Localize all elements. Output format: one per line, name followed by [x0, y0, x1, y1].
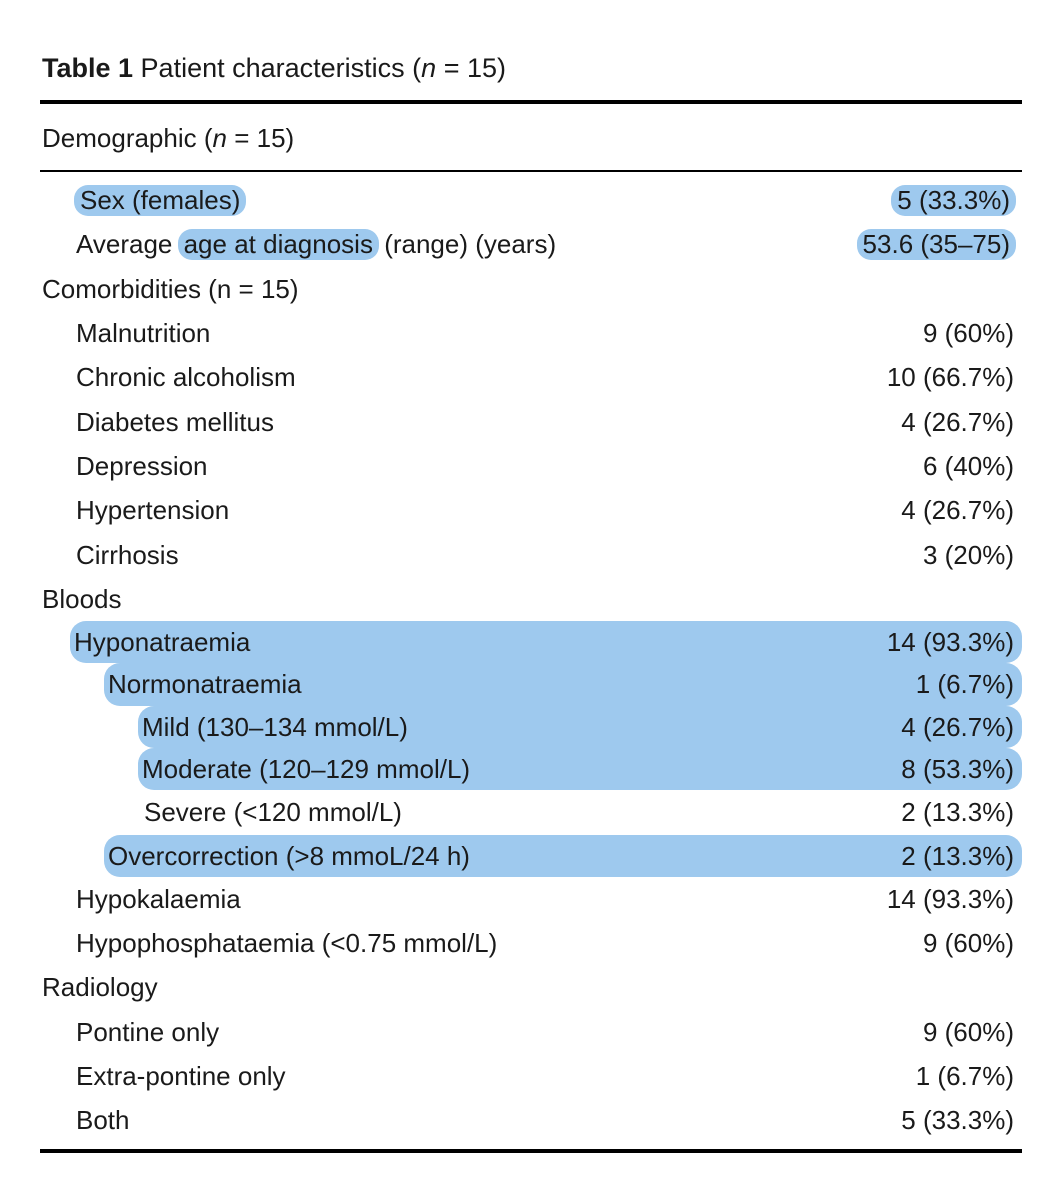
comorbidities-plain: (: [201, 274, 217, 304]
row-hypertension: Hypertension 4 (26.7%): [40, 488, 1022, 532]
comorbidities-label: Comorbidities (n = 15): [42, 269, 1014, 309]
row-moderate: Moderate (120–129 mmol/L) 8 (53.3%): [138, 748, 1022, 790]
row-depression: Depression 6 (40%): [40, 444, 1022, 488]
value-mild: 4 (26.7%): [901, 707, 1014, 747]
demographic-n-rest: = 15): [227, 123, 294, 153]
label-moderate: Moderate (120–129 mmol/L): [142, 749, 901, 789]
highlight-sex-females: Sex (females): [74, 185, 246, 216]
label-pontine: Pontine only: [42, 1012, 923, 1052]
title-n-italic: n: [421, 53, 436, 83]
avg-age-pre: Average: [76, 229, 180, 259]
avg-age-post: (range) (years): [377, 229, 556, 259]
row-cirrhosis: Cirrhosis 3 (20%): [40, 533, 1022, 577]
label-depression: Depression: [42, 446, 923, 486]
label-normonatraemia: Normonatraemia: [108, 664, 916, 704]
value-malnutrition: 9 (60%): [923, 313, 1014, 353]
comorbidities-n-italic: n: [217, 274, 231, 304]
highlight-avg-age-mid: age at diagnosis: [178, 229, 379, 260]
label-malnutrition: Malnutrition: [42, 313, 923, 353]
row-normonatraemia: Normonatraemia 1 (6.7%): [104, 663, 1022, 705]
label-hypertension: Hypertension: [42, 490, 901, 530]
bloods-label: Bloods: [42, 579, 1014, 619]
label-hypokalaemia: Hypokalaemia: [42, 879, 887, 919]
row-both: Both 5 (33.3%): [40, 1098, 1022, 1142]
section-header-bloods: Bloods: [40, 577, 1022, 621]
label-mild: Mild (130–134 mmol/L): [142, 707, 901, 747]
label-sex-females: Sex (females): [42, 180, 893, 220]
row-chronic-alcoholism: Chronic alcoholism 10 (66.7%): [40, 355, 1022, 399]
label-overcorrection: Overcorrection (>8 mmoL/24 h): [108, 836, 901, 876]
highlight-avg-age-value: 53.6 (35–75): [857, 229, 1016, 260]
section-header-demographic: Demographic (n = 15): [40, 104, 1022, 170]
value-normonatraemia: 1 (6.7%): [916, 664, 1014, 704]
title-n-rest: = 15): [436, 53, 506, 83]
row-severe: Severe (<120 mmol/L) 2 (13.3%): [40, 790, 1022, 834]
value-both: 5 (33.3%): [901, 1100, 1014, 1140]
value-hypophosphataemia: 9 (60%): [923, 923, 1014, 963]
comorbidities-bold: Comorbidities: [42, 274, 201, 304]
value-chronic-alcoholism: 10 (66.7%): [887, 357, 1014, 397]
value-sex-females: 5 (33.3%): [893, 180, 1014, 220]
demographic-n-italic: n: [213, 123, 227, 153]
value-moderate: 8 (53.3%): [901, 749, 1014, 789]
row-diabetes: Diabetes mellitus 4 (26.7%): [40, 400, 1022, 444]
value-cirrhosis: 3 (20%): [923, 535, 1014, 575]
table-number: Table 1: [42, 53, 133, 83]
value-diabetes: 4 (26.7%): [901, 402, 1014, 442]
row-hyponatraemia: Hyponatraemia 14 (93.3%): [70, 621, 1022, 663]
row-hypophosphataemia: Hypophosphataemia (<0.75 mmol/L) 9 (60%): [40, 921, 1022, 965]
value-extra-pontine: 1 (6.7%): [916, 1056, 1014, 1096]
title-text: Patient characteristics (: [133, 53, 421, 83]
row-sex-females: Sex (females) 5 (33.3%): [40, 178, 1022, 222]
row-pontine: Pontine only 9 (60%): [40, 1010, 1022, 1054]
label-chronic-alcoholism: Chronic alcoholism: [42, 357, 887, 397]
row-malnutrition: Malnutrition 9 (60%): [40, 311, 1022, 355]
row-extra-pontine: Extra-pontine only 1 (6.7%): [40, 1054, 1022, 1098]
value-severe: 2 (13.3%): [901, 792, 1014, 832]
row-avg-age: Average age at diagnosis (range) (years)…: [40, 222, 1022, 266]
label-cirrhosis: Cirrhosis: [42, 535, 923, 575]
demographic-label: Demographic (: [42, 123, 213, 153]
row-mild: Mild (130–134 mmol/L) 4 (26.7%): [138, 706, 1022, 748]
section-header-comorbidities: Comorbidities (n = 15): [40, 267, 1022, 311]
label-severe: Severe (<120 mmol/L): [42, 792, 901, 832]
value-hypokalaemia: 14 (93.3%): [887, 879, 1014, 919]
radiology-label: Radiology: [42, 967, 1014, 1007]
table-title: Table 1 Patient characteristics (n = 15): [42, 48, 1022, 90]
row-overcorrection: Overcorrection (>8 mmoL/24 h) 2 (13.3%): [104, 835, 1022, 877]
value-overcorrection: 2 (13.3%): [901, 836, 1014, 876]
label-hypophosphataemia: Hypophosphataemia (<0.75 mmol/L): [42, 923, 923, 963]
comorbidities-n-rest: = 15): [231, 274, 298, 304]
label-extra-pontine: Extra-pontine only: [42, 1056, 916, 1096]
label-hyponatraemia: Hyponatraemia: [74, 622, 887, 662]
value-hyponatraemia: 14 (93.3%): [887, 622, 1014, 662]
label-both: Both: [42, 1100, 901, 1140]
highlight-sex-females-value: 5 (33.3%): [891, 185, 1016, 216]
row-hypokalaemia: Hypokalaemia 14 (93.3%): [40, 877, 1022, 921]
value-depression: 6 (40%): [923, 446, 1014, 486]
section-header-radiology: Radiology: [40, 965, 1022, 1009]
label-avg-age: Average age at diagnosis (range) (years): [42, 224, 859, 264]
value-hypertension: 4 (26.7%): [901, 490, 1014, 530]
rule-bottom: [40, 1149, 1022, 1153]
label-diabetes: Diabetes mellitus: [42, 402, 901, 442]
value-avg-age: 53.6 (35–75): [859, 224, 1014, 264]
value-pontine: 9 (60%): [923, 1012, 1014, 1052]
